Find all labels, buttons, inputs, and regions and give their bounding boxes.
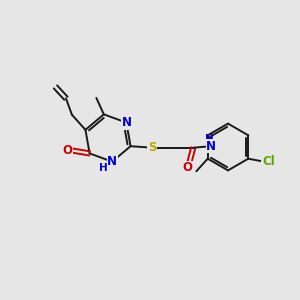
Text: N: N	[107, 155, 117, 168]
Text: H: H	[99, 163, 108, 173]
Text: H: H	[206, 134, 214, 144]
Text: S: S	[148, 141, 156, 154]
Text: O: O	[182, 161, 192, 174]
Text: O: O	[63, 144, 73, 157]
Text: N: N	[122, 116, 131, 129]
Text: N: N	[206, 140, 216, 153]
Text: Cl: Cl	[262, 155, 275, 168]
